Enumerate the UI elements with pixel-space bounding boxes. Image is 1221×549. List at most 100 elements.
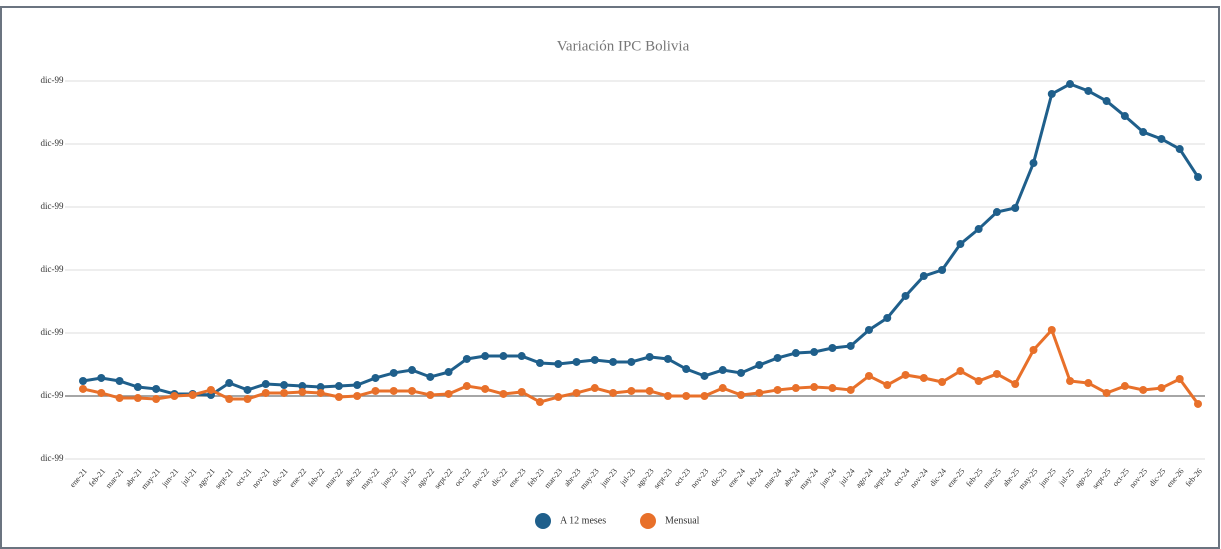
point (1102, 97, 1111, 106)
point (718, 384, 727, 393)
point (426, 390, 435, 399)
point (133, 383, 142, 392)
point (992, 369, 1001, 378)
point (535, 398, 544, 407)
point (389, 368, 398, 377)
point (243, 395, 252, 404)
y-tick-label: dic-99 (41, 327, 64, 337)
point (645, 352, 654, 361)
point (462, 382, 471, 391)
point (1047, 325, 1056, 334)
point (389, 386, 398, 395)
point (353, 381, 362, 390)
point (1120, 112, 1129, 121)
point (737, 368, 746, 377)
point (170, 392, 179, 400)
point (992, 208, 1001, 217)
y-tick-label: dic-99 (41, 138, 64, 148)
point (883, 314, 892, 323)
point (682, 365, 691, 374)
y-tick-label: dic-99 (41, 75, 64, 85)
point (1175, 374, 1184, 383)
point (1157, 134, 1166, 143)
point (243, 385, 252, 394)
point (1029, 159, 1038, 168)
point (1011, 204, 1020, 213)
point (554, 359, 563, 368)
point (828, 343, 837, 352)
point (1047, 89, 1056, 98)
point (517, 352, 526, 361)
point (590, 384, 599, 393)
point (919, 272, 928, 281)
point (609, 388, 618, 397)
point (1139, 385, 1148, 394)
point (280, 388, 289, 397)
point (846, 385, 855, 394)
point (206, 385, 215, 394)
point (1157, 384, 1166, 393)
point (1084, 379, 1093, 388)
point (499, 352, 508, 361)
point (791, 384, 800, 393)
point (974, 377, 983, 386)
point (316, 383, 325, 392)
point (1120, 382, 1129, 391)
y-tick-label: dic-99 (41, 390, 64, 400)
point (517, 387, 526, 396)
y-tick-label: dic-99 (41, 201, 64, 211)
point (773, 385, 782, 394)
point (444, 389, 453, 398)
point (1194, 399, 1202, 408)
point (1011, 380, 1020, 389)
point (334, 393, 343, 402)
point (737, 390, 746, 399)
point (535, 358, 544, 367)
point (718, 366, 727, 375)
point (773, 353, 782, 362)
point (1066, 377, 1075, 386)
point (663, 354, 672, 363)
point (408, 366, 417, 375)
point (444, 368, 453, 377)
point (810, 348, 819, 357)
legend-marker (535, 513, 551, 529)
point (645, 386, 654, 395)
point (334, 382, 343, 391)
point (316, 388, 325, 397)
point (938, 378, 947, 387)
point (261, 380, 270, 389)
legend-label: A 12 meses (560, 515, 606, 526)
point (1066, 80, 1075, 89)
point (554, 393, 563, 402)
point (79, 384, 87, 393)
point (1175, 145, 1184, 154)
y-tick-label: dic-99 (41, 264, 64, 274)
point (298, 382, 307, 391)
point (115, 377, 124, 386)
point (481, 352, 490, 361)
point (280, 381, 289, 390)
point (901, 370, 910, 379)
point (864, 371, 873, 380)
point (755, 361, 764, 370)
point (572, 357, 581, 366)
chart-title: Variación IPC Bolivia (557, 38, 690, 54)
point (152, 384, 161, 393)
point (152, 395, 161, 404)
point (901, 291, 910, 300)
point (791, 349, 800, 358)
point (426, 372, 435, 381)
point (828, 384, 837, 393)
point (499, 389, 508, 398)
point (115, 394, 124, 403)
y-tick-label: dic-99 (41, 453, 64, 463)
point (261, 388, 270, 397)
point (810, 383, 819, 392)
point (298, 387, 307, 396)
point (481, 384, 490, 393)
point (956, 367, 965, 376)
point (663, 392, 672, 400)
legend-label: Mensual (665, 515, 700, 526)
